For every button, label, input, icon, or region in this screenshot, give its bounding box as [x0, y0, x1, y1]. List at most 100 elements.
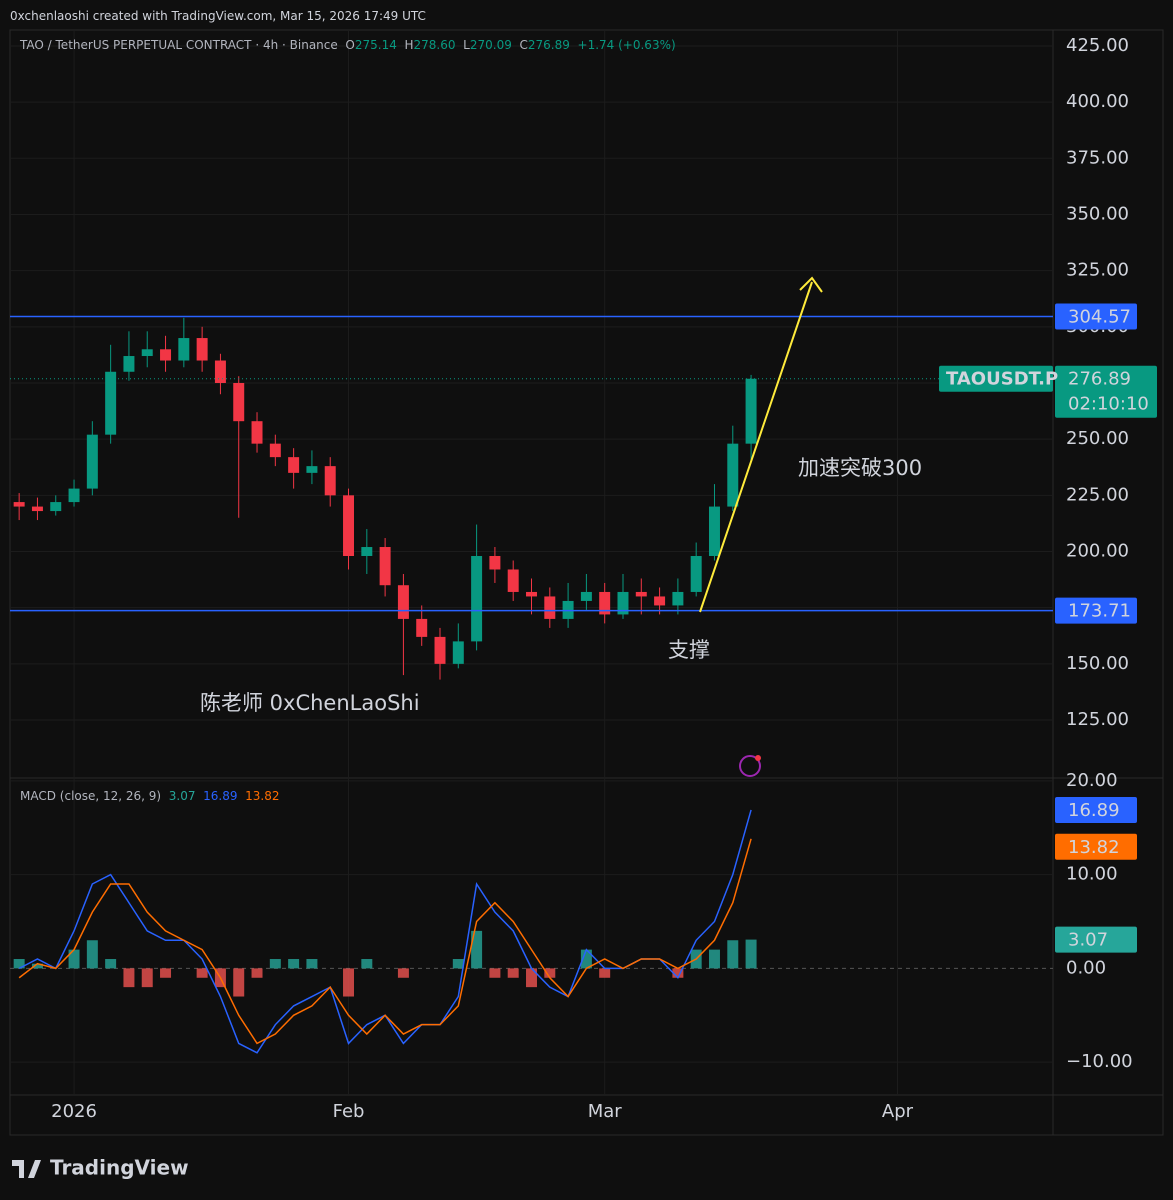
alert-dot — [755, 755, 761, 761]
candle-body — [580, 591, 592, 601]
macd-line — [18, 838, 752, 1045]
l-label: L — [463, 38, 470, 52]
histogram-bar — [123, 968, 135, 988]
y-tick-label: 350.00 — [1066, 203, 1129, 224]
histogram-bar — [489, 968, 501, 978]
candle-body — [745, 378, 757, 444]
o-label: O — [345, 38, 355, 52]
histogram-bar — [141, 968, 153, 988]
histogram-bar — [251, 968, 263, 978]
y-tick-label: 250.00 — [1066, 428, 1129, 449]
candle-body — [50, 502, 62, 512]
histogram-bar — [727, 940, 739, 969]
candle-body — [654, 596, 666, 606]
macd-title: MACD (close, 12, 26, 9) — [20, 789, 162, 803]
histogram-bar — [269, 959, 281, 969]
candle-body — [233, 382, 245, 422]
arrow-head — [799, 276, 823, 293]
candle-body — [672, 591, 684, 606]
histogram-bar — [13, 959, 25, 969]
hist-value: 3.07 — [168, 789, 196, 803]
candle-body — [123, 356, 135, 372]
candle-body — [269, 443, 281, 458]
symbol-badge-bg — [939, 365, 1053, 392]
y-tick-label: 200.00 — [1066, 541, 1129, 562]
change: +1.74 (+0.63%) — [577, 38, 676, 52]
price-badge-bg — [1055, 365, 1157, 418]
candle-body — [306, 466, 318, 473]
candle-body — [471, 556, 483, 642]
candle-body — [434, 636, 446, 664]
x-tick-label: Feb — [333, 1101, 365, 1122]
signal-badge-bg — [1055, 833, 1137, 860]
candle-body — [178, 338, 190, 361]
candle-body — [324, 466, 336, 496]
candle-body — [68, 488, 80, 503]
level-label-bg — [1055, 597, 1137, 624]
alert-icon[interactable] — [739, 755, 761, 777]
candle-body — [86, 434, 98, 489]
macd-value: 16.89 — [203, 789, 238, 803]
macd-badge: 16.89 — [1068, 800, 1120, 821]
histogram-bar — [526, 968, 537, 988]
y-tick-label: 125.00 — [1066, 709, 1129, 730]
candle-body — [489, 556, 501, 570]
y-tick-label: 150.00 — [1066, 653, 1129, 674]
annotation: 支撑 — [668, 638, 710, 662]
candle-body — [507, 569, 519, 592]
price-legend: TAO / TetherUS PERPETUAL CONTRACT · 4h ·… — [20, 38, 676, 52]
c-value: 276.89 — [527, 38, 570, 52]
histogram-bar — [507, 968, 519, 978]
candle-body — [727, 443, 739, 507]
y-tick-label: 20.00 — [1066, 770, 1118, 791]
histogram-bar — [306, 959, 318, 969]
histogram-bar — [105, 959, 117, 969]
h-value: 278.60 — [413, 38, 456, 52]
histogram-bar — [288, 959, 300, 969]
annotation: 陈老师 0xChenLaoShi — [200, 691, 420, 715]
header: 0xchenlaoshi created with TradingView.co… — [10, 9, 426, 23]
candle-body — [196, 338, 208, 361]
signal-badge: 13.82 — [1068, 837, 1120, 858]
histogram-bar — [452, 959, 464, 969]
grid — [10, 30, 1053, 1095]
symbol-badge: TAOUSDT.P — [946, 369, 1058, 390]
logo-mark — [12, 1160, 41, 1178]
y-tick-label: 225.00 — [1066, 484, 1129, 505]
candle-body — [708, 506, 720, 557]
candle-body — [160, 349, 172, 361]
candle-body — [288, 457, 300, 473]
candle-body — [361, 547, 373, 557]
candle-body — [251, 421, 263, 444]
candle-body — [31, 506, 43, 512]
x-tick-label: 2026 — [51, 1101, 97, 1122]
y-tick-label: 375.00 — [1066, 147, 1129, 168]
histogram-bar — [160, 968, 172, 978]
candle-body — [690, 556, 702, 592]
price-badge: 276.89 — [1068, 369, 1131, 390]
histogram-bar — [599, 968, 611, 978]
histogram-bar — [343, 968, 355, 997]
countdown: 02:10:10 — [1068, 394, 1149, 415]
candle-body — [416, 618, 428, 637]
annotation: 加速突破300 — [798, 456, 922, 480]
x-tick-label: Apr — [882, 1101, 914, 1122]
candle-body — [105, 371, 117, 435]
histogram-bar — [68, 949, 80, 969]
y-tick-label: 425.00 — [1066, 35, 1129, 56]
histogram-bar — [361, 959, 373, 969]
y-tick-label: 0.00 — [1066, 957, 1106, 978]
macd-legend: MACD (close, 12, 26, 9) 3.07 16.89 13.82 — [20, 789, 279, 803]
histogram-bar — [745, 939, 757, 969]
candle-body — [526, 591, 537, 597]
histogram-bar — [397, 968, 409, 978]
histogram-bar — [672, 968, 684, 978]
candle-body — [397, 585, 409, 619]
candle-body — [599, 591, 611, 615]
symbol: TAO / TetherUS PERPETUAL CONTRACT · 4h ·… — [20, 38, 338, 52]
x-tick-label: Mar — [588, 1101, 623, 1122]
candle-body — [379, 547, 391, 586]
histogram-bar — [580, 949, 592, 969]
footer-brand: TradingView — [50, 1156, 189, 1180]
